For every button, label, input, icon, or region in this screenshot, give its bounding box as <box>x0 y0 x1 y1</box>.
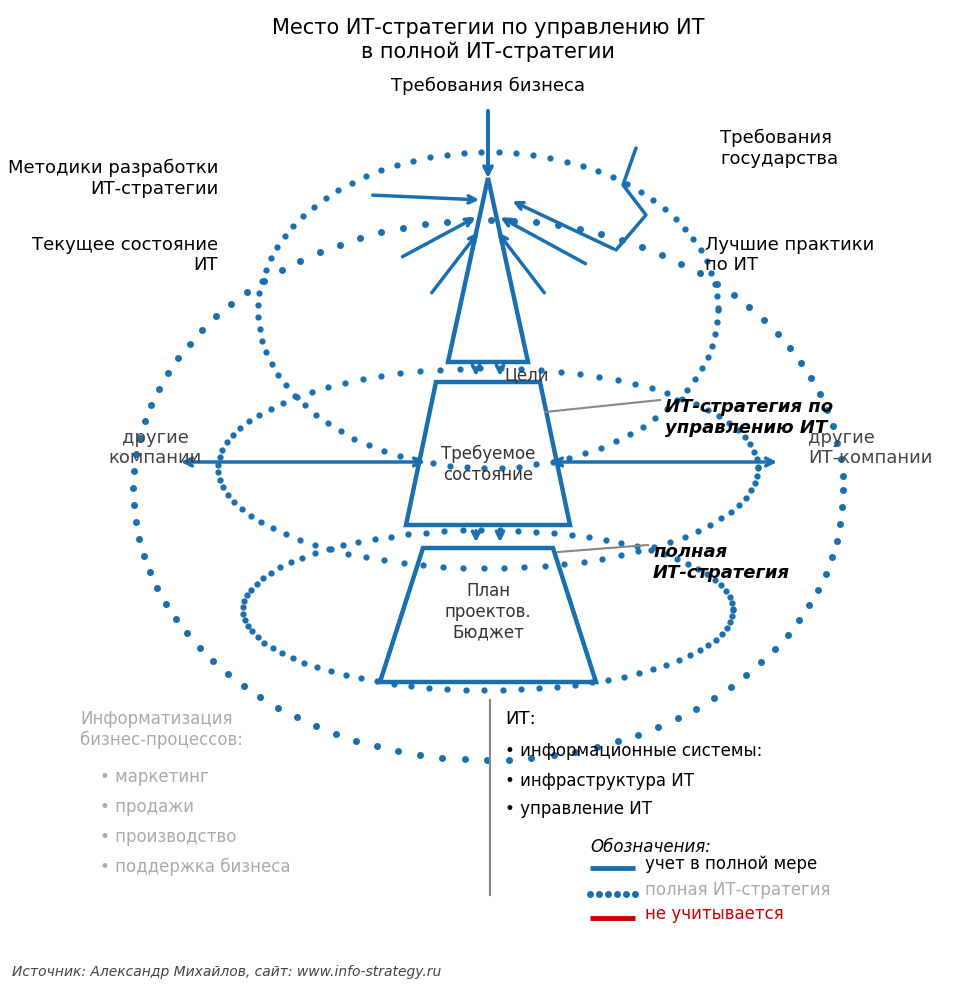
Text: • управление ИТ: • управление ИТ <box>505 800 652 818</box>
Text: • продажи: • продажи <box>100 798 194 816</box>
Text: Место ИТ-стратегии по управлению ИТ
в полной ИТ-стратегии: Место ИТ-стратегии по управлению ИТ в по… <box>271 18 705 62</box>
Text: • информационные системы:: • информационные системы: <box>505 742 762 760</box>
Text: учет в полной мере: учет в полной мере <box>645 855 817 873</box>
Text: Информатизация
бизнес-процессов:: Информатизация бизнес-процессов: <box>80 710 243 749</box>
Text: • инфраструктура ИТ: • инфраструктура ИТ <box>505 772 694 790</box>
Text: ИТ-стратегия по
управлению ИТ: ИТ-стратегия по управлению ИТ <box>665 398 834 437</box>
Text: полная
ИТ-стратегия: полная ИТ-стратегия <box>653 543 790 582</box>
Text: • производство: • производство <box>100 828 236 846</box>
Text: Источник: Александр Михайлов, сайт: www.info-strategy.ru: Источник: Александр Михайлов, сайт: www.… <box>12 965 441 979</box>
Text: • поддержка бизнеса: • поддержка бизнеса <box>100 858 291 876</box>
Text: полная ИТ-стратегия: полная ИТ-стратегия <box>645 881 831 899</box>
Text: Текущее состояние
ИТ: Текущее состояние ИТ <box>32 236 218 274</box>
Text: другие
компании: другие компании <box>108 428 202 467</box>
Text: Обозначения:: Обозначения: <box>590 838 711 856</box>
Text: не учитывается: не учитывается <box>645 905 784 923</box>
Text: Требуемое
состояние: Требуемое состояние <box>441 445 535 484</box>
Text: Методики разработки
ИТ-стратегии: Методики разработки ИТ-стратегии <box>8 159 218 198</box>
Text: Требования бизнеса: Требования бизнеса <box>391 77 585 95</box>
Text: Цели: Цели <box>504 366 549 384</box>
Text: План
проектов.
Бюджет: План проектов. Бюджет <box>445 582 531 642</box>
Text: • маркетинг: • маркетинг <box>100 768 209 786</box>
Text: Лучшие практики
по ИТ: Лучшие практики по ИТ <box>705 236 874 274</box>
Text: ИТ:: ИТ: <box>505 710 536 728</box>
Text: другие
ИТ-компании: другие ИТ-компании <box>808 428 932 467</box>
Text: Требования
государства: Требования государства <box>720 129 838 168</box>
